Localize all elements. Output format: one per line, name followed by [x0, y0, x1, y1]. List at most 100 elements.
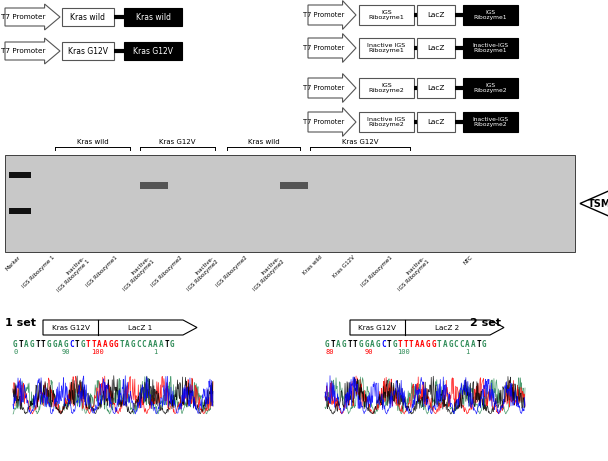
Text: T7 Promoter: T7 Promoter — [303, 119, 344, 125]
Text: IGS Ribozyme1: IGS Ribozyme1 — [86, 255, 119, 288]
Text: 1: 1 — [153, 349, 157, 355]
FancyBboxPatch shape — [463, 112, 518, 132]
Text: Kras wild: Kras wild — [77, 139, 108, 145]
Text: 0: 0 — [13, 349, 17, 355]
Text: Kras wild: Kras wild — [302, 255, 323, 276]
Text: LacZ 1: LacZ 1 — [128, 325, 153, 331]
Text: T: T — [387, 340, 391, 349]
Text: G: G — [392, 340, 397, 349]
Text: G: G — [325, 340, 330, 349]
Text: Kras G12V: Kras G12V — [52, 325, 89, 331]
Text: T: T — [35, 340, 40, 349]
Text: G: G — [80, 340, 85, 349]
FancyBboxPatch shape — [124, 8, 182, 26]
Text: A: A — [58, 340, 63, 349]
Text: T7 Promoter: T7 Promoter — [303, 85, 344, 91]
Text: T7 Promoter: T7 Promoter — [303, 45, 344, 51]
FancyBboxPatch shape — [140, 182, 168, 189]
Text: A: A — [465, 340, 469, 349]
Polygon shape — [308, 107, 356, 136]
Text: TSM: TSM — [589, 199, 608, 208]
FancyBboxPatch shape — [417, 5, 455, 25]
Text: Kras G12V: Kras G12V — [359, 325, 396, 331]
Text: IGS Ribozyme2: IGS Ribozyme2 — [215, 255, 249, 288]
Text: LacZ 2: LacZ 2 — [435, 325, 460, 331]
FancyBboxPatch shape — [417, 112, 455, 132]
FancyBboxPatch shape — [463, 5, 518, 25]
Text: G: G — [63, 340, 68, 349]
Text: A: A — [103, 340, 107, 349]
Text: G: G — [170, 340, 174, 349]
Polygon shape — [580, 189, 608, 218]
Text: A: A — [415, 340, 420, 349]
Text: T: T — [75, 340, 79, 349]
Text: A: A — [24, 340, 29, 349]
FancyBboxPatch shape — [9, 208, 31, 214]
Polygon shape — [5, 38, 60, 64]
Polygon shape — [5, 4, 60, 30]
Text: T7 Promoter: T7 Promoter — [303, 12, 344, 18]
Text: Inactive-
IGS Ribozyme2: Inactive- IGS Ribozyme2 — [249, 255, 286, 292]
Text: A: A — [336, 340, 341, 349]
Polygon shape — [308, 34, 356, 62]
Text: C: C — [454, 340, 458, 349]
Text: C: C — [460, 340, 464, 349]
Text: Inactive-
IGS Ribozyme2: Inactive- IGS Ribozyme2 — [182, 255, 219, 292]
Text: G: G — [482, 340, 486, 349]
Text: T: T — [347, 340, 352, 349]
Text: A: A — [443, 340, 447, 349]
Text: Inactive IGS
Ribozyme1: Inactive IGS Ribozyme1 — [367, 42, 406, 53]
Text: Inactive-IGS
Ribozyme1: Inactive-IGS Ribozyme1 — [472, 42, 508, 53]
Text: 80: 80 — [325, 349, 334, 355]
Text: A: A — [97, 340, 102, 349]
Text: Inactive-IGS
Ribozyme2: Inactive-IGS Ribozyme2 — [472, 117, 508, 127]
Text: T: T — [19, 340, 23, 349]
Polygon shape — [350, 320, 504, 335]
Text: A: A — [147, 340, 152, 349]
FancyBboxPatch shape — [417, 38, 455, 58]
Text: 2 set: 2 set — [470, 318, 501, 328]
Text: T7 Promoter: T7 Promoter — [1, 14, 45, 20]
Polygon shape — [308, 74, 356, 102]
Text: LacZ: LacZ — [427, 119, 444, 125]
Text: Kras G12V: Kras G12V — [342, 139, 378, 145]
Text: T: T — [164, 340, 169, 349]
Text: IGS Ribozyme2: IGS Ribozyme2 — [150, 255, 184, 288]
Text: G: G — [426, 340, 430, 349]
Text: IGS
Ribozyme1: IGS Ribozyme1 — [474, 10, 507, 20]
Text: A: A — [471, 340, 475, 349]
Text: IGS
Ribozyme2: IGS Ribozyme2 — [368, 83, 404, 94]
Text: 90: 90 — [62, 349, 71, 355]
Text: G: G — [131, 340, 135, 349]
Text: G: G — [108, 340, 113, 349]
Text: Kras wild: Kras wild — [136, 12, 170, 22]
Text: T: T — [403, 340, 408, 349]
FancyBboxPatch shape — [463, 78, 518, 98]
Text: Kras G12V: Kras G12V — [159, 139, 196, 145]
Text: C: C — [381, 340, 385, 349]
Text: A: A — [153, 340, 157, 349]
Text: G: G — [13, 340, 18, 349]
FancyBboxPatch shape — [359, 38, 414, 58]
FancyBboxPatch shape — [124, 42, 182, 60]
Text: Kras G12V: Kras G12V — [68, 47, 108, 55]
Text: 100: 100 — [397, 349, 410, 355]
Text: T: T — [398, 340, 402, 349]
FancyBboxPatch shape — [62, 42, 114, 60]
Text: C: C — [142, 340, 147, 349]
Text: T: T — [476, 340, 481, 349]
Text: A: A — [125, 340, 130, 349]
Text: Inactive-
IGS Ribozyme1: Inactive- IGS Ribozyme1 — [393, 255, 430, 292]
Text: G: G — [47, 340, 51, 349]
FancyBboxPatch shape — [417, 78, 455, 98]
Text: Kras wild: Kras wild — [71, 12, 106, 22]
FancyBboxPatch shape — [463, 38, 518, 58]
Text: T: T — [91, 340, 96, 349]
Text: T: T — [331, 340, 335, 349]
FancyBboxPatch shape — [359, 5, 414, 25]
Text: G: G — [432, 340, 436, 349]
Text: LacZ: LacZ — [427, 12, 444, 18]
Text: IGS Ribozyme1: IGS Ribozyme1 — [361, 255, 393, 288]
FancyBboxPatch shape — [359, 78, 414, 98]
Text: G: G — [30, 340, 35, 349]
